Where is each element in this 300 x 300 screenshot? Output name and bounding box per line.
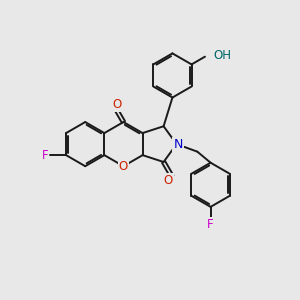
Text: F: F [42, 149, 48, 162]
Text: O: O [164, 174, 173, 187]
Text: O: O [112, 98, 121, 111]
Text: OH: OH [213, 49, 231, 62]
Text: N: N [173, 138, 183, 151]
Text: O: O [119, 160, 128, 173]
Text: F: F [207, 218, 214, 231]
